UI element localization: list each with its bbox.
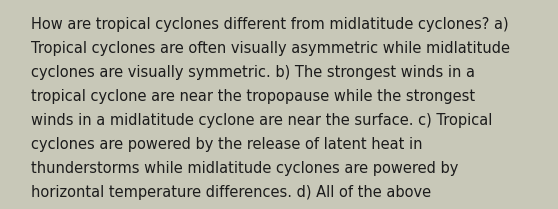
Text: tropical cyclone are near the tropopause while the strongest: tropical cyclone are near the tropopause… bbox=[31, 89, 475, 104]
Text: How are tropical cyclones different from midlatitude cyclones? a): How are tropical cyclones different from… bbox=[31, 17, 508, 32]
Text: Tropical cyclones are often visually asymmetric while midlatitude: Tropical cyclones are often visually asy… bbox=[31, 41, 509, 56]
Text: thunderstorms while midlatitude cyclones are powered by: thunderstorms while midlatitude cyclones… bbox=[31, 161, 458, 176]
Text: horizontal temperature differences. d) All of the above: horizontal temperature differences. d) A… bbox=[31, 185, 431, 200]
Text: cyclones are powered by the release of latent heat in: cyclones are powered by the release of l… bbox=[31, 137, 422, 152]
Text: cyclones are visually symmetric. b) The strongest winds in a: cyclones are visually symmetric. b) The … bbox=[31, 65, 475, 80]
Text: winds in a midlatitude cyclone are near the surface. c) Tropical: winds in a midlatitude cyclone are near … bbox=[31, 113, 492, 128]
